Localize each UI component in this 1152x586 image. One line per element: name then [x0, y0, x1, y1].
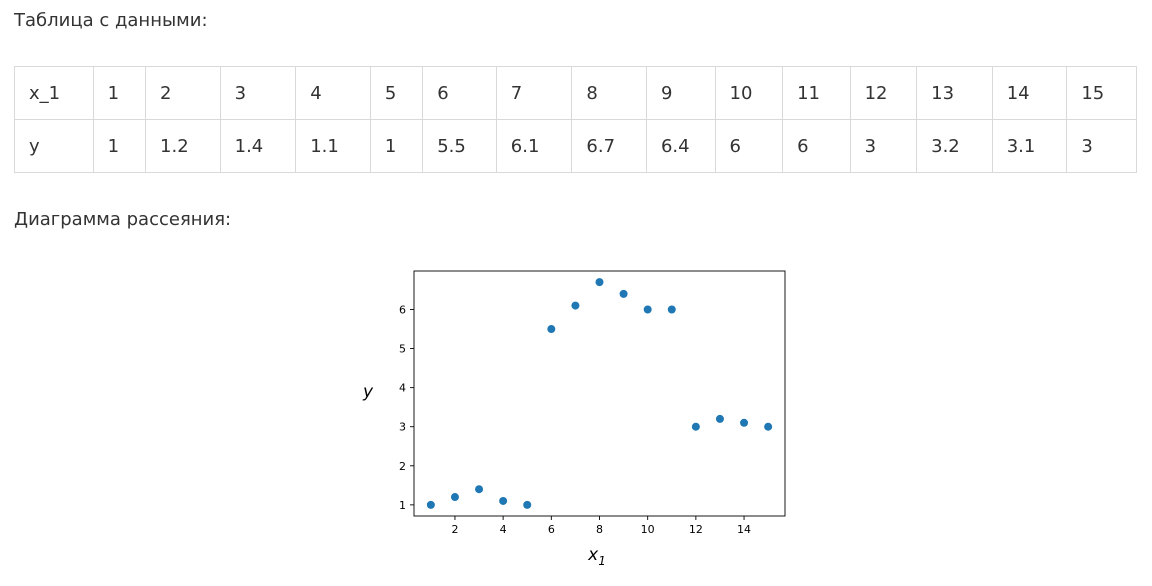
- scatter-point: [595, 278, 604, 287]
- table-cell: 6: [782, 119, 851, 173]
- x-tick-label: 12: [689, 523, 703, 536]
- x-tick-label: 14: [737, 523, 751, 536]
- scatter-point: [667, 305, 676, 314]
- y-axis-label: y: [362, 382, 374, 402]
- scatter-point: [691, 422, 700, 431]
- y-tick-label: 1: [399, 499, 406, 512]
- x-axis-ticks: 2 4 6 8 10 12 14: [451, 516, 751, 536]
- scatter-point: [643, 305, 652, 314]
- table-cell: 3: [849, 119, 918, 173]
- table-cell: 1: [92, 119, 147, 173]
- table-cell: 3.2: [916, 119, 993, 173]
- table-row: y 1 1.2 1.4 1.1 1 5.5 6.1 6.7 6.4 6 6 3 3.2 3.1 3: [14, 119, 1137, 173]
- y-tick-label: 5: [399, 343, 406, 356]
- x-axis-label-subscript: 1: [598, 554, 606, 568]
- table-cell: 8: [571, 66, 647, 120]
- y-tick-label: 2: [399, 460, 406, 473]
- table-cell: 1.2: [145, 119, 221, 173]
- table-cell: 12: [849, 66, 918, 120]
- table-cell: 10: [714, 66, 784, 120]
- table-cell: 3: [1066, 119, 1137, 173]
- table-cell: 5.5: [422, 119, 497, 173]
- scatter-point: [475, 485, 484, 494]
- data-table: x_1 1 2 3 4 5 6 7 8 9 10 11 12 13 14 15 y 1 1.2 1.4 1.1 1 5.5 6…: [14, 66, 1137, 173]
- scatter-point: [715, 414, 724, 423]
- x-tick-label: 6: [548, 523, 555, 536]
- table-cell: 6.7: [571, 119, 647, 173]
- scatter-point: [426, 500, 435, 509]
- table-cell: 9: [645, 66, 716, 120]
- x-tick-label: 8: [596, 523, 603, 536]
- table-cell: 6.4: [645, 119, 716, 173]
- chart-heading: Диаграмма рассеяния:: [14, 209, 232, 230]
- table-row-header-cell: x_1: [14, 66, 94, 120]
- y-tick-label: 4: [399, 382, 406, 395]
- x-tick-label: 4: [500, 523, 507, 536]
- table-cell: 15: [1066, 66, 1137, 120]
- y-tick-label: 6: [399, 303, 406, 316]
- x-axis-label-main: x: [587, 545, 599, 565]
- x-axis-label: x1: [587, 545, 606, 568]
- table-cell: 2: [145, 66, 221, 120]
- table-cell: 1.4: [219, 119, 297, 173]
- table-cell: 5: [369, 66, 424, 120]
- table-cell: 6: [422, 66, 497, 120]
- chart-points: [426, 278, 773, 509]
- table-cell: 1: [369, 119, 424, 173]
- table-row-header-cell: y: [14, 119, 94, 173]
- table-row: x_1 1 2 3 4 5 6 7 8 9 10 11 12 13 14 15: [14, 66, 1137, 120]
- table-cell: 1: [92, 66, 147, 120]
- table-cell: 11: [782, 66, 851, 120]
- table-cell: 1.1: [295, 119, 371, 173]
- table-cell: 6.1: [495, 119, 573, 173]
- table-cell: 13: [916, 66, 993, 120]
- plot-frame: [413, 270, 786, 517]
- y-tick-label: 3: [399, 421, 406, 434]
- table-cell: 4: [295, 66, 371, 120]
- scatter-point: [450, 493, 459, 502]
- scatter-point: [619, 289, 628, 298]
- scatter-point: [547, 325, 556, 334]
- scatter-point: [740, 418, 749, 427]
- table-cell: 7: [495, 66, 573, 120]
- table-cell: 3: [219, 66, 297, 120]
- scatter-point: [523, 500, 532, 509]
- table-heading: Таблица с данными:: [14, 10, 208, 31]
- scatter-point: [571, 301, 580, 310]
- table-cell: 6: [714, 119, 784, 173]
- x-tick-label: 2: [451, 523, 458, 536]
- y-axis-ticks: 1 2 3 4 5 6: [399, 303, 414, 512]
- table-cell: 14: [991, 66, 1068, 120]
- table-cell: 3.1: [991, 119, 1068, 173]
- x-tick-label: 10: [641, 523, 655, 536]
- scatter-point: [499, 496, 508, 505]
- scatter-point: [764, 422, 773, 431]
